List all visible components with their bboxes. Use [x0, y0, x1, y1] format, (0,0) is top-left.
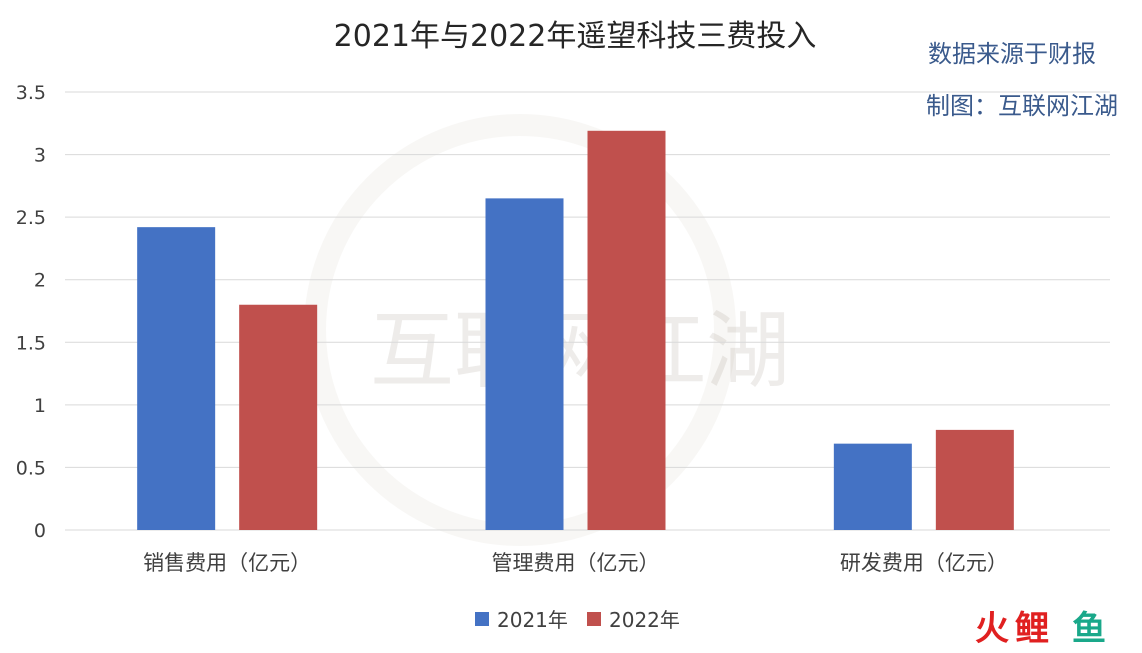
bar-2022 [935, 429, 1014, 530]
legend-swatch [475, 612, 489, 626]
bar-2022 [587, 130, 666, 530]
made-by-note: 制图：互联网江湖 [926, 92, 1118, 120]
data-source-note: 数据来源于财报 [928, 40, 1096, 68]
category-label: 销售费用（亿元） [143, 551, 311, 575]
corner-logo-part2: 鲤 [1015, 609, 1049, 648]
legend-label: 2021年 [497, 608, 568, 632]
corner-logo-part1: 火 [975, 609, 1009, 648]
y-tick-label: 2.5 [16, 207, 46, 229]
y-tick-label: 0.5 [16, 457, 46, 479]
y-tick-label: 1.5 [16, 332, 46, 354]
y-tick-label: 3 [34, 145, 46, 167]
category-label: 管理费用（亿元） [492, 551, 660, 575]
bar-2021 [485, 198, 564, 530]
bars [137, 130, 1014, 530]
legend-swatch [587, 612, 601, 626]
legend-label: 2022年 [609, 608, 680, 632]
corner-logo-part3: 鱼 [1072, 609, 1106, 648]
category-label: 研发费用（亿元） [840, 551, 1008, 575]
bar-2021 [137, 227, 216, 530]
y-tick-label: 2 [34, 270, 46, 292]
watermark-text: 互联网江湖 [370, 302, 790, 400]
bar-2022 [239, 304, 318, 530]
y-axis-ticks: 0 0.5 1 1.5 2 2.5 3 3.5 [16, 82, 46, 542]
watermark-group: 互联网江湖 [304, 114, 790, 546]
x-axis-categories: 销售费用（亿元） 管理费用（亿元） 研发费用（亿元） [143, 551, 1008, 575]
y-tick-label: 0 [34, 520, 46, 542]
corner-logo: 火 鲤 鱼 [975, 609, 1106, 649]
y-tick-label: 3.5 [16, 82, 46, 104]
bar-2021 [833, 443, 912, 530]
legend: 2021年 2022年 [475, 608, 680, 632]
chart-title: 2021年与2022年遥望科技三费投入 [334, 19, 817, 54]
y-tick-label: 1 [34, 395, 46, 417]
